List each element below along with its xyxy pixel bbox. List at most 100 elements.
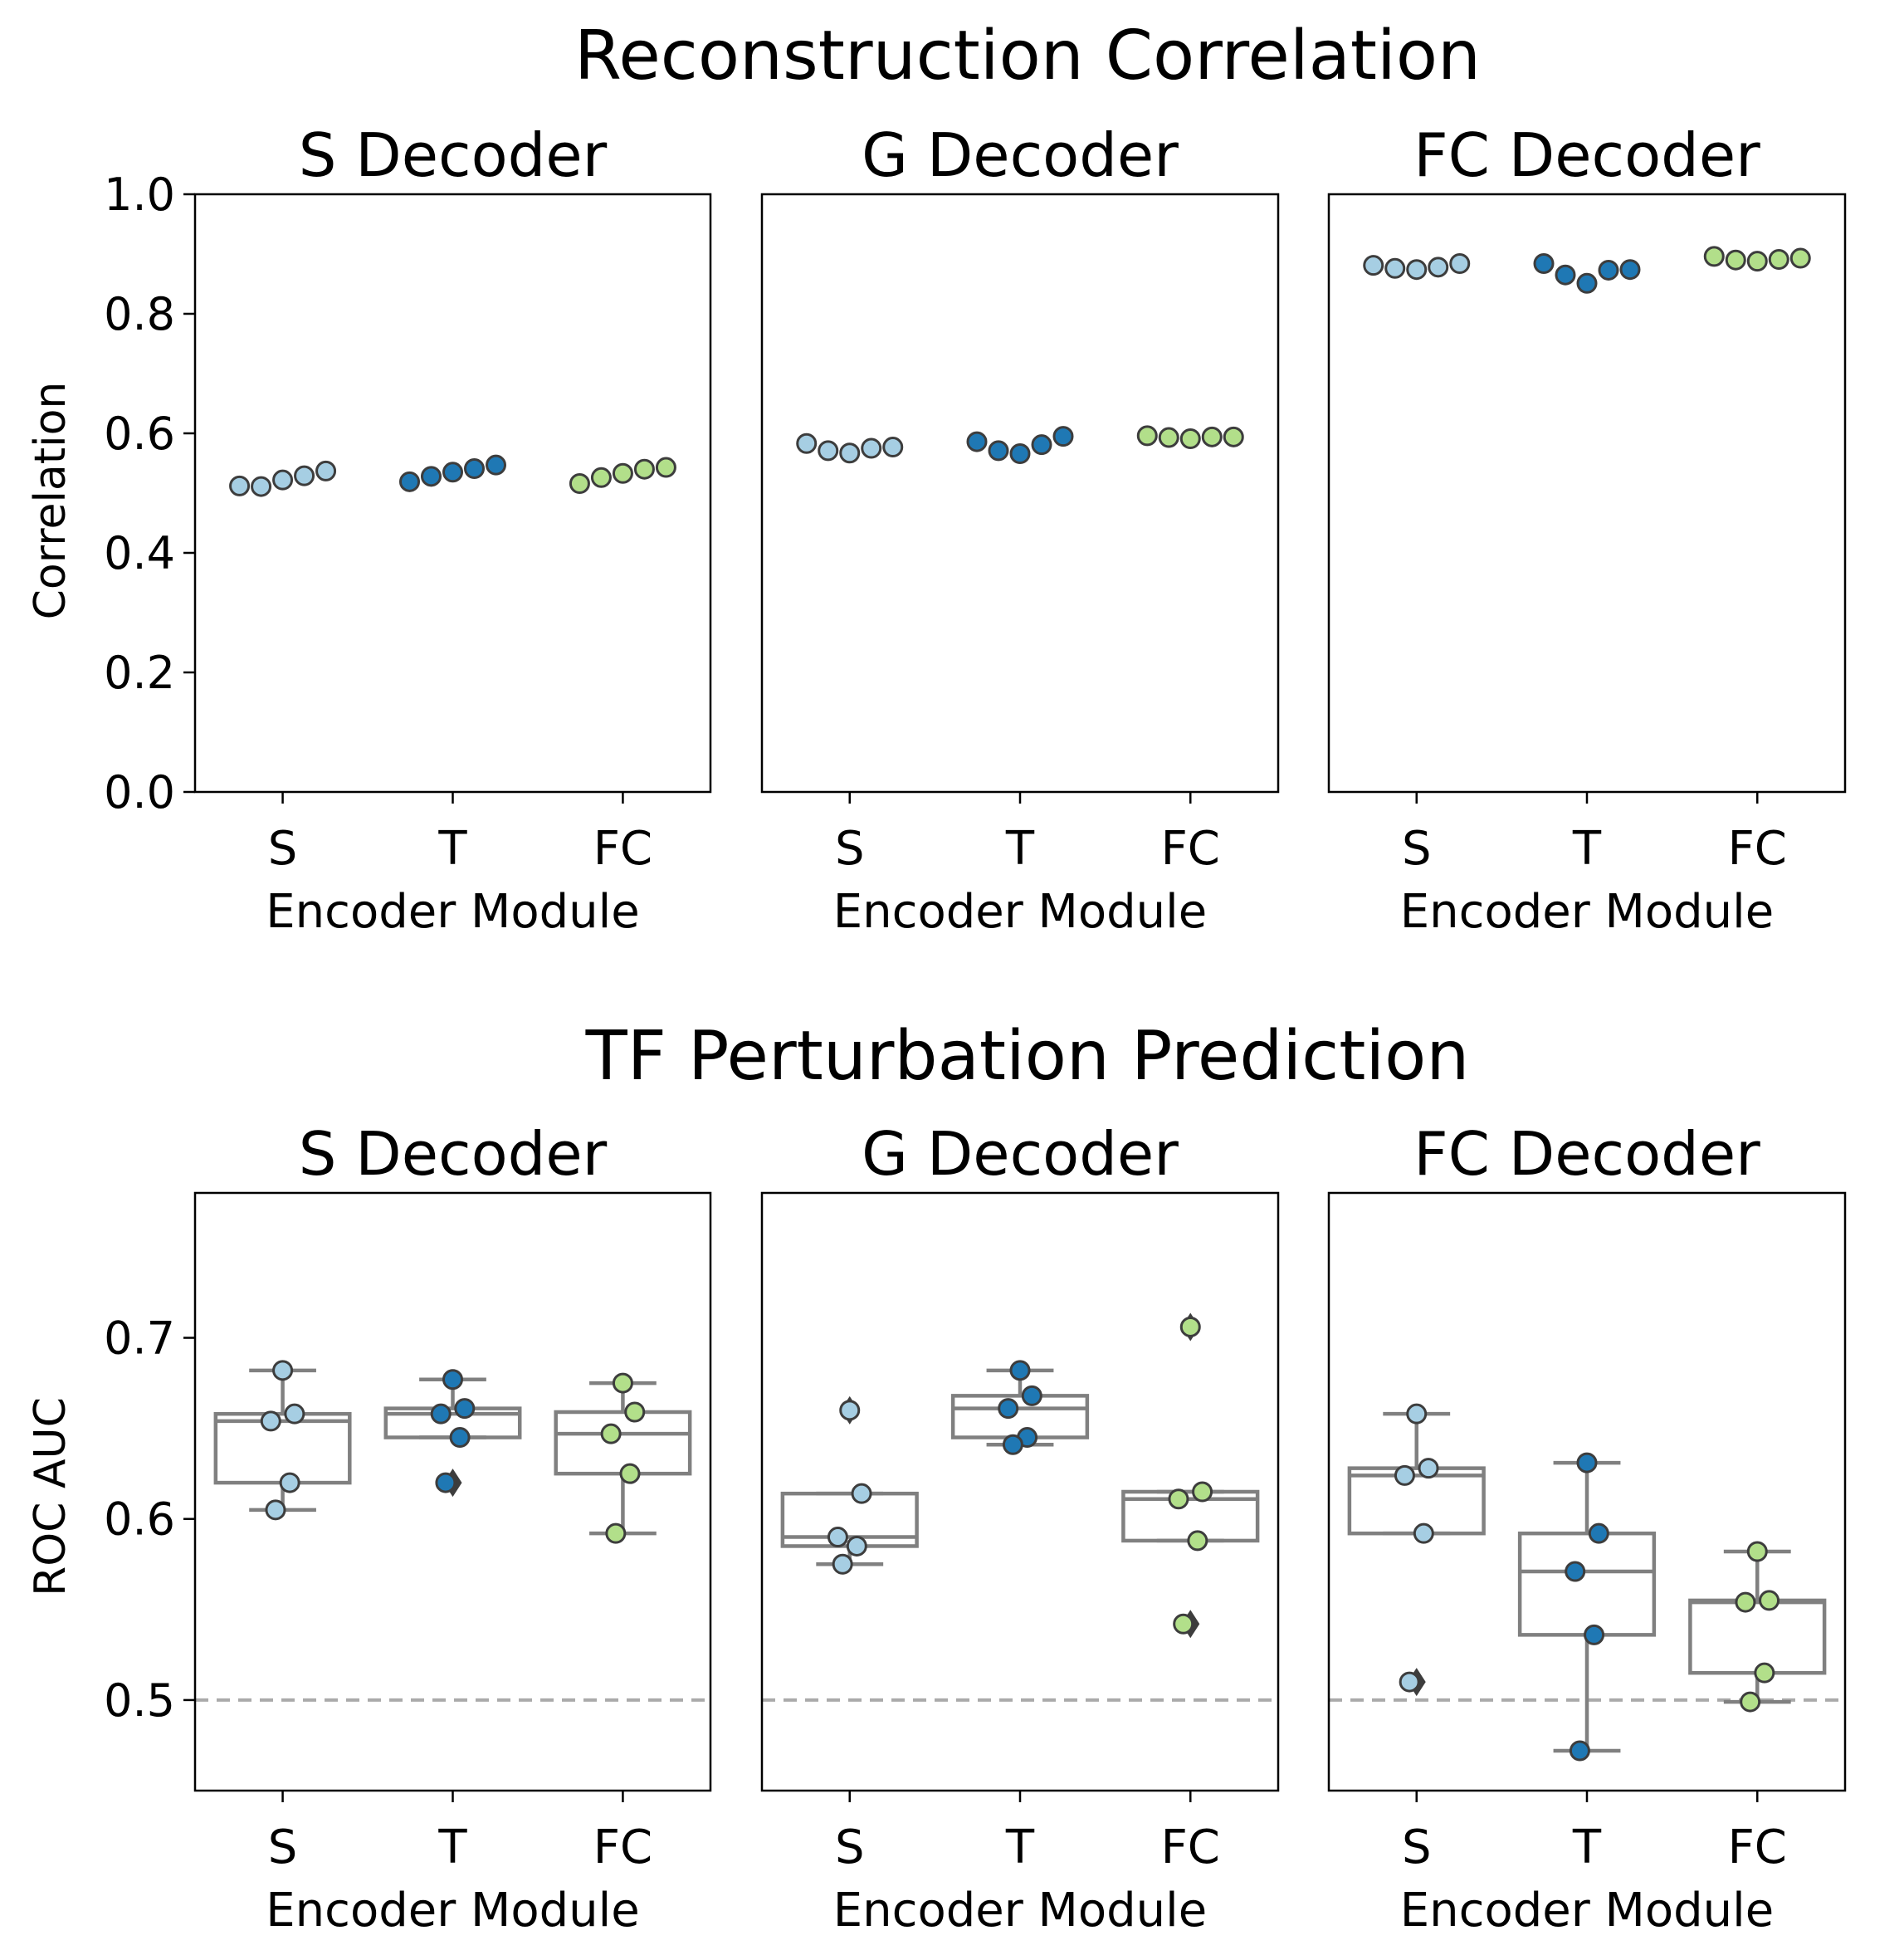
plots-layer: S Decoder 0.0 0.2 0.4 0.6 0.8 1.0 S T FC Encoder M… <box>104 120 1847 1938</box>
x-tick-label: S <box>1402 1820 1432 1874</box>
panel-title: FC Decoder <box>1413 1119 1760 1189</box>
point-fc <box>1158 427 1179 448</box>
x-tick-label: FC <box>593 1820 652 1874</box>
x-tick-label: S <box>835 1820 865 1874</box>
point-s <box>796 433 818 454</box>
point-s <box>851 1483 872 1504</box>
point-s <box>882 437 904 458</box>
point-t <box>442 462 463 483</box>
point-t <box>1533 253 1555 275</box>
point-t <box>1598 259 1619 281</box>
point-fc <box>612 1372 633 1394</box>
point-t <box>449 1427 471 1449</box>
box-fc <box>1688 1598 1827 1675</box>
y-tick-label: 1.0 <box>104 169 175 221</box>
point-fc <box>605 1522 627 1544</box>
point-fc <box>612 462 633 484</box>
point-s <box>861 437 882 459</box>
point-s <box>284 1403 305 1425</box>
x-tick-label: FC <box>1161 1820 1220 1874</box>
panel-title: G Decoder <box>862 1119 1179 1189</box>
point-s <box>272 1360 294 1381</box>
y-tick-label: 0.8 <box>104 288 175 340</box>
x-tick-label: T <box>1572 1820 1602 1874</box>
panel-tf-perturbation-prediction-s-decoder: S Decoder 0.5 0.6 0.7 S T FC Encoder Module <box>104 1119 712 1938</box>
point-s <box>294 465 315 486</box>
point-t <box>1565 1561 1586 1582</box>
point-fc <box>1168 1488 1189 1510</box>
point-t <box>1031 434 1052 456</box>
x-tick-label: FC <box>593 822 652 876</box>
point-t <box>486 454 506 476</box>
row-title-reconstruction: Reconstruction Correlation <box>574 17 1481 95</box>
point-t <box>464 457 485 479</box>
point-s <box>279 1472 300 1493</box>
point-s <box>1406 259 1428 281</box>
point-fc <box>1746 251 1768 272</box>
point-s <box>832 1553 853 1575</box>
point-s <box>846 1535 867 1557</box>
point-t <box>1576 272 1598 294</box>
point-fc <box>1768 248 1789 270</box>
point-t <box>966 431 988 452</box>
box-s <box>213 1411 352 1485</box>
point-t <box>1619 259 1641 281</box>
x-tick-label: T <box>437 822 467 876</box>
point-s <box>818 440 839 462</box>
panel-frame <box>193 193 712 794</box>
point-t <box>1588 1522 1609 1544</box>
x-tick-label: T <box>1005 822 1035 876</box>
point-fc <box>619 1463 641 1484</box>
point-t <box>988 440 1009 462</box>
point-fc <box>1223 426 1244 447</box>
point-s <box>1428 257 1449 278</box>
point-s <box>272 469 294 491</box>
point-s <box>1399 1671 1420 1693</box>
point-t <box>454 1398 476 1420</box>
point-t <box>421 466 442 487</box>
box-fc <box>554 1410 692 1476</box>
point-fc <box>600 1423 622 1444</box>
point-s <box>251 476 272 497</box>
point-fc <box>1740 1691 1761 1713</box>
point-fc <box>1735 1591 1756 1613</box>
point-fc <box>1179 1316 1201 1337</box>
panel-title: FC Decoder <box>1413 120 1760 190</box>
y-tick-label: 0.7 <box>104 1312 175 1365</box>
x-tick-label: T <box>1572 822 1602 876</box>
point-s <box>827 1527 848 1548</box>
panel-frame <box>193 1191 712 1792</box>
panel-reconstruction-correlation-s-decoder: S Decoder 0.0 0.2 0.4 0.6 0.8 1.0 S T FC Encoder M… <box>104 120 712 939</box>
point-t <box>1009 1360 1031 1381</box>
panel-tf-perturbation-prediction-fc-decoder: FC Decoder S T FC Encoder Module <box>1327 1119 1847 1938</box>
point-s <box>1363 255 1384 276</box>
x-tick-label: FC <box>1161 822 1220 876</box>
x-tick-label: FC <box>1728 1820 1787 1874</box>
point-fc <box>1759 1590 1780 1611</box>
point-fc <box>1187 1530 1208 1552</box>
panel-reconstruction-correlation-g-decoder: G Decoder S T FC Encoder Module <box>760 120 1280 939</box>
y-axis-label-correlation: Correlation <box>26 382 76 620</box>
y-tick-label: 0.4 <box>104 527 175 579</box>
panel-frame <box>760 193 1280 794</box>
point-t <box>1052 426 1074 447</box>
point-t <box>442 1369 463 1390</box>
point-t <box>1584 1624 1605 1645</box>
x-tick-label: S <box>268 1820 298 1874</box>
point-t <box>1021 1385 1042 1406</box>
point-t <box>435 1472 456 1493</box>
x-tick-label: T <box>437 1820 467 1874</box>
point-fc <box>1789 247 1811 269</box>
point-fc <box>1192 1481 1213 1503</box>
x-axis-label: Encoder Module <box>833 1884 1207 1938</box>
point-s <box>839 442 861 464</box>
panel-frame <box>1327 1191 1847 1792</box>
x-axis-label: Encoder Module <box>1400 885 1774 939</box>
point-fc <box>1725 249 1746 271</box>
x-axis-label: Encoder Module <box>266 885 639 939</box>
panel-title: S Decoder <box>299 1119 608 1189</box>
x-tick-label: S <box>268 822 298 876</box>
point-s <box>1449 253 1471 275</box>
point-fc <box>1136 425 1158 447</box>
